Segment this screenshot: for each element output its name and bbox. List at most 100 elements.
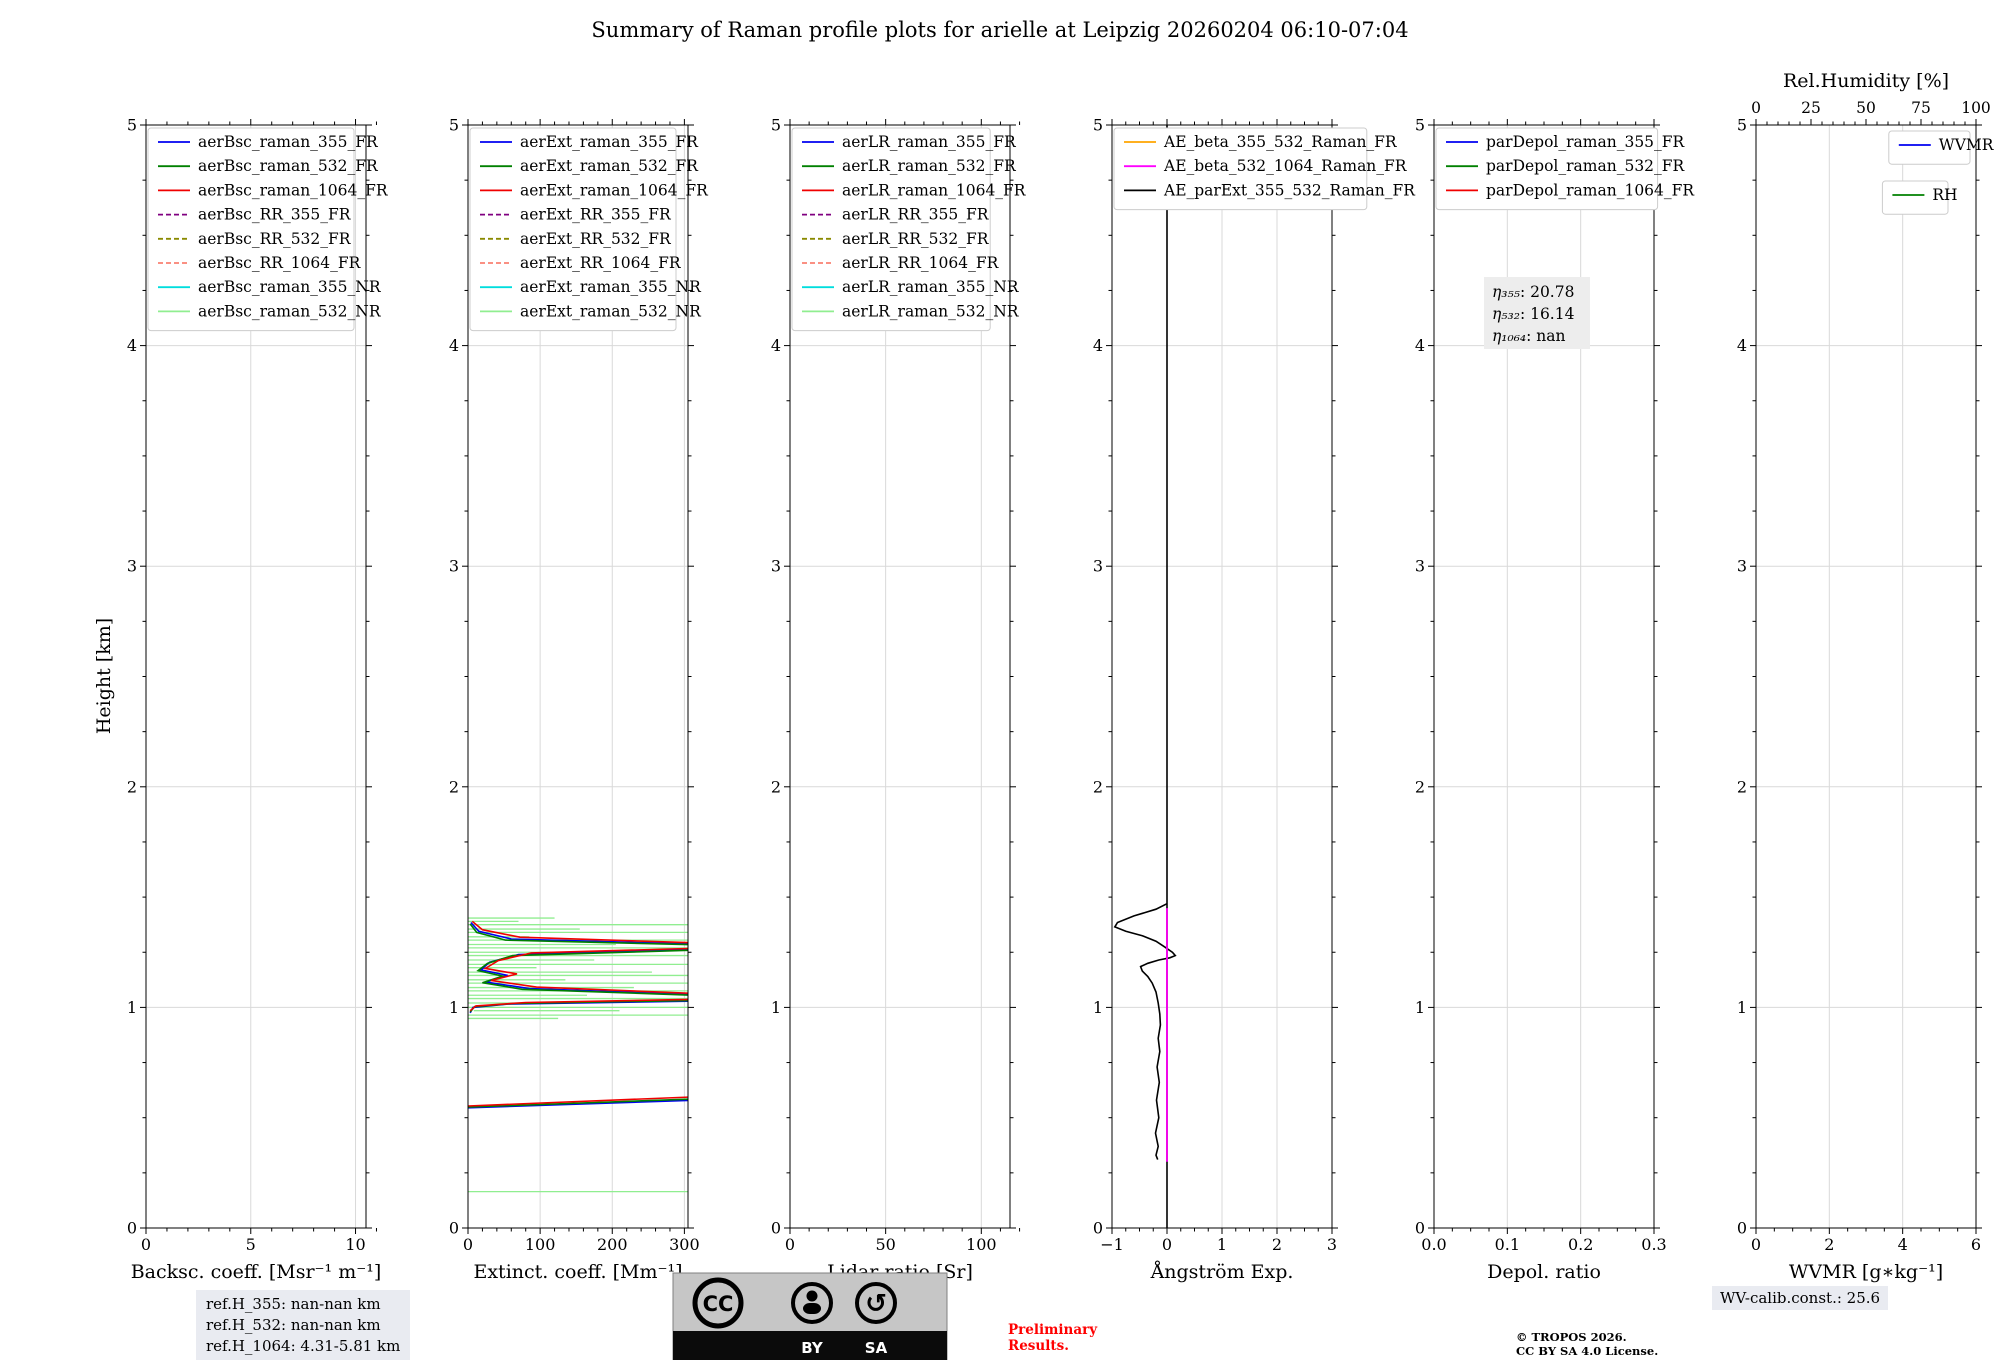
legend-label: aerBsc_RR_532_FR — [198, 230, 352, 248]
x-axis-label-backscatter: Backsc. coeff. [Msr⁻¹ m⁻¹] — [131, 1261, 382, 1283]
series-aerExt_raman_1064_FR_low — [468, 1096, 688, 1107]
legend-label: parDepol_raman_1064_FR — [1486, 181, 1695, 199]
svg-text:0: 0 — [1093, 1219, 1103, 1238]
series-aerExt_raman_532_FR — [469, 923, 688, 1013]
tick-labels: 0 5 10 0 1 2 3 4 5 — [127, 116, 366, 1255]
legend-label: aerBsc_raman_532_FR — [198, 157, 379, 175]
legend-wvmr: RH — [1881, 180, 1958, 215]
legend-label: aerBsc_raman_355_FR — [198, 133, 379, 151]
legend-label: aerExt_raman_1064_FR — [520, 181, 709, 199]
svg-text:3: 3 — [1737, 557, 1747, 576]
svg-text:−1: −1 — [1100, 1235, 1124, 1254]
svg-text:η₅₃₂: 16.14: η₅₃₂: 16.14 — [1492, 305, 1575, 323]
legend-label: aerLR_RR_532_FR — [842, 230, 990, 248]
svg-text:0: 0 — [1162, 1235, 1172, 1254]
x-axis-label-depol_ratio: Depol. ratio — [1487, 1261, 1601, 1283]
legend-label: aerLR_RR_1064_FR — [842, 254, 1000, 272]
preliminary-line-1: Preliminary — [1008, 1322, 1098, 1338]
eta-annotation: η₃₅₅: 20.78 η₅₃₂: 16.14 η₁₀₆₄: nan — [1484, 277, 1590, 349]
svg-text:CC: CC — [703, 1292, 734, 1316]
x-axis-label-angstrom: Ångström Exp. — [1150, 1261, 1294, 1283]
top-axis — [1755, 119, 1977, 125]
legend-label: aerExt_raman_355_FR — [520, 133, 699, 151]
series-aerExt_raman_532_FR_low — [468, 1098, 688, 1108]
top-axis-labels: 0 25 50 75 100 — [1751, 99, 1991, 117]
svg-text:5: 5 — [1415, 116, 1425, 135]
svg-text:50: 50 — [1856, 99, 1876, 117]
svg-text:5: 5 — [1737, 116, 1747, 135]
svg-text:2: 2 — [1824, 1235, 1834, 1254]
panel-wvmr: 0 2 4 6 0 1 2 3 4 5 WVMR [g∗kg⁻¹] 0 25 50 75 100 Rel.Hum… — [1737, 70, 1995, 1283]
svg-text:0: 0 — [449, 1219, 459, 1238]
sa-arrow-icon: ↺ — [855, 1282, 897, 1324]
svg-text:4: 4 — [127, 336, 137, 355]
legend-label: AE_beta_355_532_Raman_FR — [1163, 133, 1398, 151]
cc-by-label: BY — [801, 1339, 824, 1357]
panel-backscatter: 0 5 10 0 1 2 3 4 5 Backsc. coeff. [Msr⁻¹ m⁻¹] aerB… — [127, 116, 389, 1284]
ticks — [784, 119, 1021, 1234]
cc-badge-bar — [673, 1331, 947, 1360]
legend-label: parDepol_raman_532_FR — [1486, 157, 1686, 175]
ticks — [1428, 119, 1660, 1234]
legend-label: aerExt_raman_532_FR — [520, 157, 699, 175]
person-icon — [791, 1282, 833, 1324]
cc-sa-label: SA — [865, 1339, 888, 1357]
tick-labels: 0 50 100 0 1 2 3 4 5 — [771, 116, 997, 1255]
svg-text:4: 4 — [1898, 1235, 1908, 1254]
tick-labels: 0 100 200 300 0 1 2 3 4 5 — [449, 116, 700, 1255]
svg-text:100: 100 — [966, 1235, 997, 1254]
svg-text:0.2: 0.2 — [1568, 1235, 1593, 1254]
svg-text:10: 10 — [345, 1235, 365, 1254]
legend-label: parDepol_raman_355_FR — [1486, 133, 1686, 151]
svg-text:6: 6 — [1971, 1235, 1981, 1254]
svg-text:3: 3 — [449, 557, 459, 576]
svg-text:1: 1 — [1415, 998, 1425, 1017]
svg-text:1: 1 — [1093, 998, 1103, 1017]
svg-text:0: 0 — [1415, 1219, 1425, 1238]
panel-extinction: 0 100 200 300 0 1 2 3 4 5 Extinct. coeff. [Mm⁻¹] ae… — [449, 116, 709, 1284]
legend-label: aerLR_raman_532_FR — [842, 157, 1017, 175]
legend-label: aerExt_RR_532_FR — [520, 230, 672, 248]
svg-text:5: 5 — [1093, 116, 1103, 135]
legend-depol_ratio: parDepol_raman_355_FR parDepol_raman_532_… — [1435, 127, 1695, 211]
svg-text:2: 2 — [1737, 777, 1747, 796]
legend-lidar_ratio: aerLR_raman_355_FR aerLR_raman_532_FR aerL… — [791, 127, 1027, 332]
svg-text:5: 5 — [771, 116, 781, 135]
legend-label: aerExt_raman_532_NR — [520, 302, 702, 320]
svg-text:0.0: 0.0 — [1421, 1235, 1446, 1254]
svg-text:0: 0 — [141, 1235, 151, 1254]
legend-wvmr: WVMR — [1888, 130, 1995, 165]
svg-text:1: 1 — [1737, 998, 1747, 1017]
series-group — [468, 920, 688, 1109]
noise-profile-extinction — [468, 917, 688, 1193]
legend-label: aerExt_raman_355_NR — [520, 278, 702, 296]
legend-label: aerExt_RR_355_FR — [520, 206, 672, 224]
ticks — [462, 119, 694, 1234]
legend-backscatter: aerBsc_raman_355_FR aerBsc_raman_532_FRae… — [147, 127, 389, 332]
legend-label: aerLR_raman_355_NR — [842, 278, 1020, 296]
svg-text:3: 3 — [1415, 557, 1425, 576]
x-axis-label-wvmr: WVMR [g∗kg⁻¹] — [1789, 1261, 1943, 1283]
ticks — [1106, 119, 1338, 1234]
top-axis-label: Rel.Humidity [%] — [1783, 70, 1949, 92]
ref-h-355: ref.H_355: nan-nan km — [206, 1295, 381, 1313]
svg-text:200: 200 — [597, 1235, 628, 1254]
legend-label: aerBsc_raman_1064_FR — [198, 181, 389, 199]
svg-text:0: 0 — [785, 1235, 795, 1254]
legend-label: AE_parExt_355_532_Raman_FR — [1163, 181, 1416, 199]
ticks — [1750, 124, 1982, 1234]
series-group — [1113, 125, 1177, 1228]
ticks — [140, 119, 377, 1234]
svg-text:2: 2 — [127, 777, 137, 796]
preliminary-line-2: Results. — [1008, 1338, 1069, 1354]
tick-labels: 0 2 4 6 0 1 2 3 4 5 — [1737, 116, 1981, 1255]
legend-extinction: aerExt_raman_355_FR aerExt_raman_532_FRae… — [469, 127, 709, 332]
svg-text:3: 3 — [1093, 557, 1103, 576]
legend-label: aerBsc_RR_355_FR — [198, 206, 352, 224]
svg-text:0.1: 0.1 — [1495, 1235, 1520, 1254]
figure-title: Summary of Raman profile plots for ariel… — [591, 18, 1409, 42]
svg-text:50: 50 — [875, 1235, 895, 1254]
